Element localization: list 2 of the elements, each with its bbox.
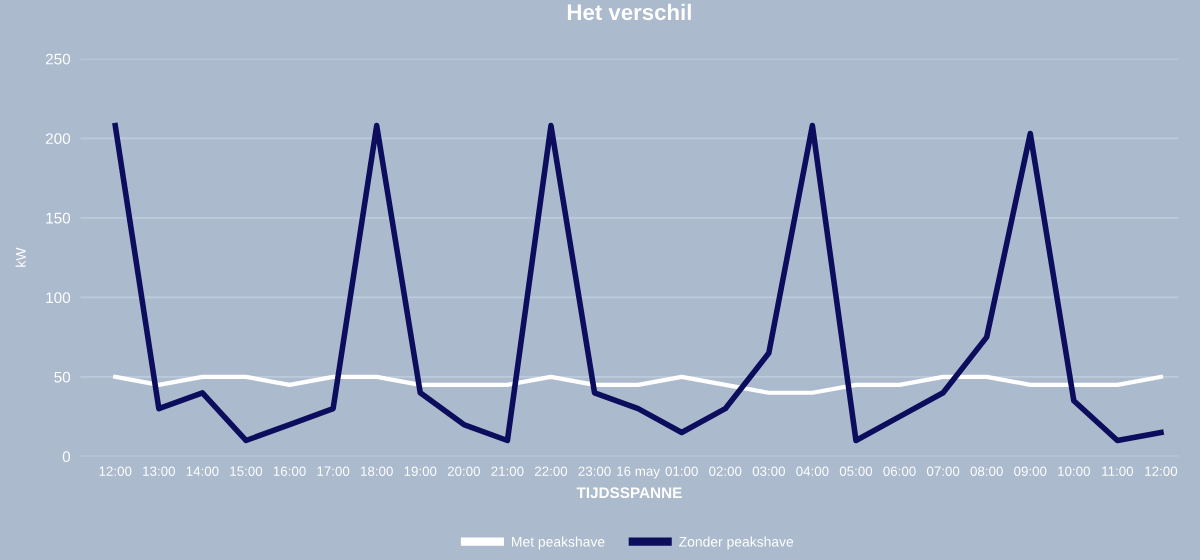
line-series [112,122,1164,444]
chart-title: Het verschil [567,3,691,21]
